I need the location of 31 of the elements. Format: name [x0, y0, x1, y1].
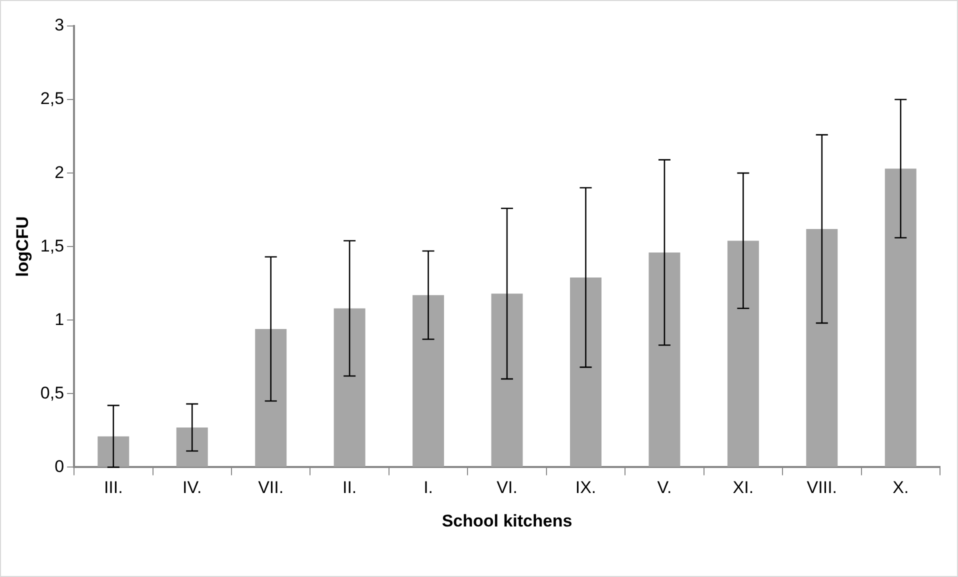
y-axis-title: logCFU — [12, 216, 32, 277]
bar — [648, 252, 680, 467]
y-tick-label: 1,5 — [40, 236, 64, 256]
y-tick-label: 0 — [54, 456, 64, 476]
bar — [806, 228, 838, 467]
x-tick-label: IX. — [575, 478, 596, 498]
bar — [884, 168, 916, 467]
x-tick-label: VIII. — [806, 478, 838, 498]
x-tick-label: VII. — [258, 478, 284, 498]
x-tick-label: II. — [342, 478, 357, 498]
y-tick-label: 2,5 — [40, 89, 64, 108]
bar — [255, 328, 287, 467]
x-tick-label: X. — [892, 478, 909, 498]
x-axis-title: School kitchens — [442, 511, 572, 530]
bar — [176, 427, 208, 467]
x-tick-label: VI. — [496, 478, 518, 498]
y-tick-label: 0,5 — [40, 383, 64, 402]
x-tick-label: I. — [424, 478, 434, 498]
x-tick-label: XI. — [732, 478, 754, 498]
bar — [412, 295, 444, 467]
y-tick-label: 2 — [54, 162, 64, 182]
bar — [334, 308, 366, 467]
y-tick-label: 1 — [54, 310, 64, 329]
y-tick-label: 3 — [54, 16, 64, 35]
bar — [727, 240, 759, 467]
bar — [491, 294, 523, 467]
bar — [570, 277, 602, 467]
x-tick-label: III. — [104, 478, 123, 498]
bar — [98, 436, 130, 467]
x-tick-label: IV. — [182, 478, 202, 498]
x-tick-label: V. — [657, 478, 672, 498]
